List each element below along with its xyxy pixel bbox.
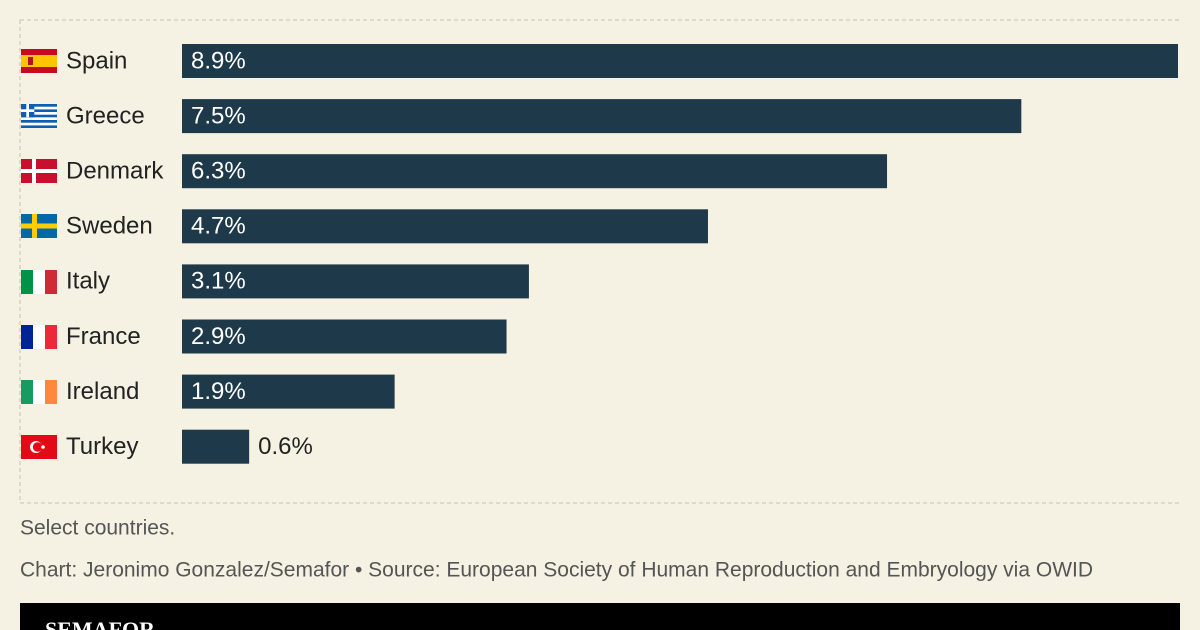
bar	[182, 429, 250, 464]
flag-turkey	[21, 435, 57, 459]
brand-bar	[20, 603, 1180, 630]
category-label: Denmark	[66, 158, 164, 185]
value-label: 7.5%	[191, 102, 246, 129]
category-label: Spain	[66, 47, 127, 74]
value-label: 0.6%	[258, 433, 313, 460]
bar	[182, 44, 1178, 78]
bar	[182, 99, 1022, 134]
value-label: 6.3%	[191, 158, 246, 185]
value-label: 4.7%	[191, 213, 246, 240]
category-label: Greece	[66, 102, 145, 129]
bar	[182, 154, 888, 189]
bar	[182, 264, 529, 299]
category-label: Italy	[66, 268, 110, 295]
flag-ireland	[21, 380, 57, 404]
value-label: 1.9%	[191, 378, 246, 405]
bar	[182, 209, 708, 244]
category-label: Sweden	[66, 213, 153, 240]
flag-spain	[21, 49, 57, 73]
flag-france	[21, 325, 57, 349]
value-label: 3.1%	[191, 268, 246, 295]
category-label: Turkey	[66, 433, 138, 460]
value-label: 8.9%	[191, 47, 246, 74]
bar	[182, 319, 507, 354]
bar	[182, 374, 395, 409]
flag-greece	[21, 104, 57, 128]
value-label: 2.9%	[191, 323, 246, 350]
category-label: France	[66, 323, 141, 350]
source: Chart: Jeronimo Gonzalez/Semafor • Sourc…	[20, 559, 1093, 582]
flag-italy	[21, 270, 57, 294]
brand: SEMAFOR	[45, 617, 156, 630]
flag-sweden	[21, 214, 57, 238]
category-label: Ireland	[66, 378, 139, 405]
note: Select countries.	[20, 517, 175, 540]
flag-denmark	[21, 159, 57, 183]
